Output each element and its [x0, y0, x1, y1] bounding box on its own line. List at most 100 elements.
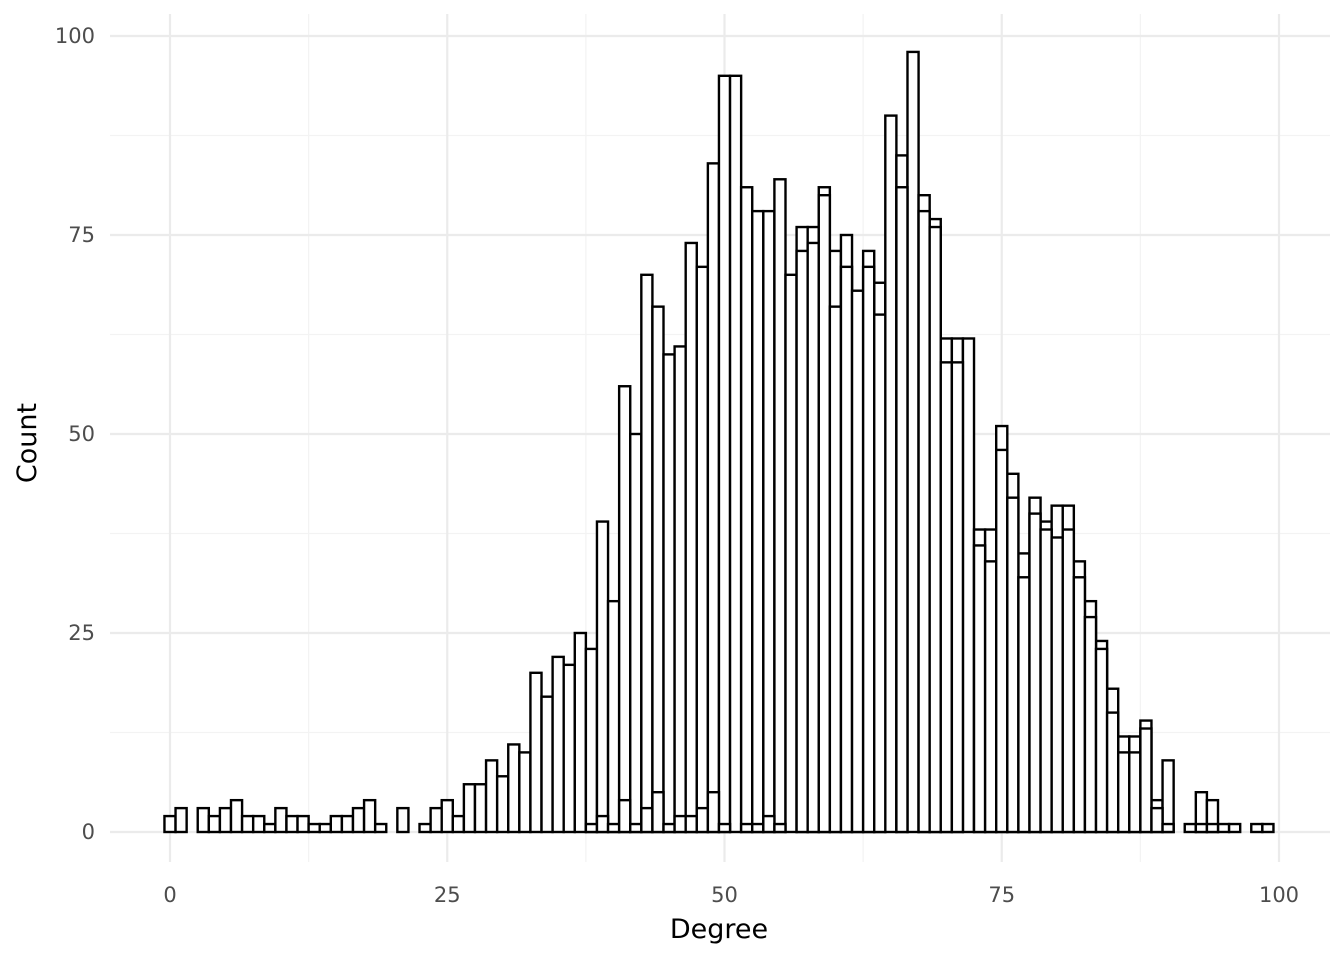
histogram-bar-series-1 — [640, 273, 654, 834]
histogram-bar-series-1 — [784, 273, 798, 834]
histogram-bar-series-1 — [318, 822, 333, 834]
histogram-bar-series-1 — [651, 305, 665, 834]
histogram-bar-series-1 — [240, 814, 255, 834]
histogram-bar-series-2 — [817, 193, 832, 834]
histogram-bar-series-1 — [296, 814, 310, 834]
x-tick-label: 100 — [1259, 883, 1299, 907]
histogram-bar-series-2 — [1205, 822, 1220, 834]
histogram-bar-series-1 — [285, 814, 299, 834]
histogram-bar-series-1 — [540, 695, 554, 834]
x-tick-labels: 0 25 50 75 100 — [163, 883, 1299, 907]
histogram-bar-series-1 — [207, 814, 222, 834]
histogram-bar-series-1 — [595, 520, 610, 834]
histogram-bar-series-2 — [629, 822, 643, 834]
histogram-bar-series-2 — [684, 814, 698, 834]
histogram-bar-series-1 — [307, 822, 321, 834]
histogram-bar-series-1 — [739, 186, 754, 834]
histogram-bar-series-1 — [451, 814, 466, 834]
histogram-bar-series-2 — [1094, 647, 1109, 834]
histogram-bar-series-1 — [429, 806, 443, 834]
histogram-bar-series-2 — [1061, 528, 1076, 834]
histogram-bar-series-2 — [1116, 751, 1131, 834]
histogram-bar-series-2 — [595, 814, 610, 834]
histogram-bar-series-1 — [884, 114, 898, 834]
y-tick-label: 75 — [68, 223, 95, 247]
x-axis-title: Degree — [670, 914, 768, 945]
histogram-bar-series-2 — [640, 806, 654, 834]
y-tick-label: 0 — [82, 820, 95, 844]
histogram-bar-series-1 — [251, 814, 266, 834]
histogram-bar-series-1 — [961, 337, 976, 834]
histogram-bar-series-1 — [373, 822, 388, 834]
histogram-bar-series-2 — [717, 822, 732, 834]
histogram-bar-series-2 — [995, 448, 1009, 834]
histogram-bar-series-1 — [906, 50, 920, 834]
histogram-bar-series-2 — [828, 305, 843, 834]
histogram-bar-series-1 — [562, 663, 576, 834]
histogram-bar-series-1 — [551, 655, 565, 834]
histogram-bar-series-2 — [584, 822, 599, 834]
histogram-bar-series-2 — [1017, 576, 1031, 834]
histogram-bar-series-2 — [773, 822, 787, 834]
histogram-bar-series-2 — [1028, 512, 1042, 834]
histogram-bar-series-1 — [1250, 822, 1264, 834]
histogram-bar-series-1 — [274, 806, 288, 834]
histogram-bar-series-2 — [751, 822, 765, 834]
histogram-bar-series-1 — [728, 74, 743, 834]
histogram-bar-series-1 — [1227, 822, 1242, 834]
histogram-bars — [163, 50, 1275, 834]
histogram-bar-series-2 — [928, 225, 942, 834]
histogram-bar-series-1 — [263, 822, 277, 834]
x-tick-label: 0 — [163, 883, 176, 907]
histogram-bar-series-2 — [695, 806, 710, 834]
x-tick-label: 75 — [988, 883, 1015, 907]
histogram-bar-series-1 — [573, 631, 588, 834]
histogram-bar-series-2 — [850, 289, 865, 834]
histogram-bar-series-2 — [673, 814, 687, 834]
histogram-bar-series-1 — [1216, 822, 1231, 834]
histogram-bar-series-2 — [617, 798, 632, 834]
histogram-bar-series-1 — [329, 814, 344, 834]
histogram-bar-series-2 — [917, 209, 931, 834]
histogram-bar-series-1 — [362, 798, 377, 834]
histogram-bar-series-1 — [174, 806, 188, 834]
histogram-bar-series-1 — [617, 385, 632, 834]
histogram-bar-series-1 — [673, 345, 687, 834]
histogram-bar-series-2 — [662, 822, 676, 834]
histogram-bar-series-1 — [440, 798, 454, 834]
histogram-bar-series-2 — [706, 791, 721, 834]
histogram-bar-series-1 — [629, 432, 643, 834]
histogram-bar-series-1 — [218, 806, 233, 834]
histogram-bar-series-1 — [762, 209, 776, 834]
histogram-bar-series-2 — [1150, 806, 1164, 834]
histogram-bar-series-1 — [717, 74, 732, 834]
histogram-bar-series-1 — [1261, 822, 1275, 834]
histogram-bar-series-1 — [529, 671, 543, 834]
histogram-bar-series-1 — [695, 265, 710, 834]
histogram-bar-series-1 — [518, 751, 532, 834]
histogram-bar-series-2 — [983, 560, 998, 834]
histogram-bar-series-2 — [1194, 822, 1209, 834]
histogram-bar-series-2 — [606, 822, 621, 834]
x-tick-label: 50 — [711, 883, 738, 907]
histogram-bar-series-2 — [1161, 822, 1175, 834]
histogram-bar-series-1 — [340, 814, 355, 834]
histogram-bar-series-2 — [950, 361, 965, 834]
histogram-bar-series-1 — [706, 162, 721, 834]
histogram-bar-series-2 — [1139, 727, 1153, 834]
histogram-bar-series-2 — [861, 265, 876, 834]
histogram-bar-series-1 — [196, 806, 211, 834]
histogram-bar-series-1 — [584, 647, 599, 834]
histogram-bar-series-1 — [751, 209, 765, 834]
x-tick-label: 25 — [434, 883, 461, 907]
histogram-bar-series-1 — [351, 806, 366, 834]
histogram-bar-series-1 — [163, 814, 177, 834]
histogram-bar-series-1 — [418, 822, 432, 834]
histogram-bar-series-1 — [473, 783, 488, 834]
histogram-bar-series-1 — [495, 775, 510, 834]
histogram-bar-series-1 — [1161, 759, 1175, 834]
histogram-bar-series-2 — [972, 544, 987, 834]
histogram-bar-series-2 — [873, 313, 887, 834]
histogram-bar-series-1 — [229, 798, 244, 834]
